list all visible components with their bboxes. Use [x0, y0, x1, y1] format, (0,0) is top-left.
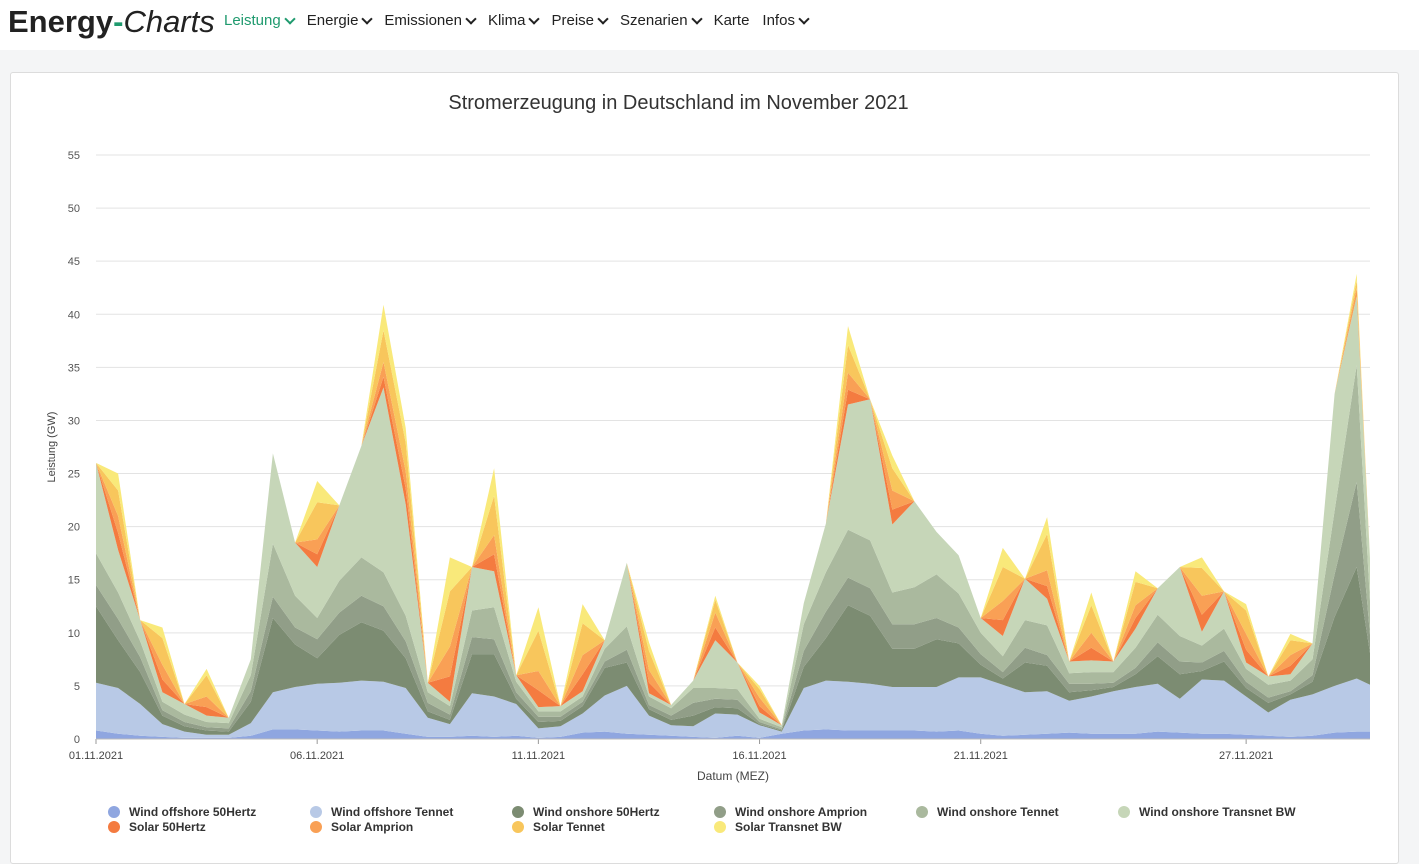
legend-label: Solar Transnet BW [735, 820, 842, 834]
area-wind-onshore-50hertz[interactable] [96, 567, 1370, 735]
legend-dot-icon [916, 806, 928, 818]
legend-dot-icon [714, 821, 726, 833]
legend-label: Solar Amprion [331, 820, 414, 834]
legend-dot-icon [310, 806, 322, 818]
legend-label: Wind offshore Tennet [331, 805, 454, 819]
x-axis-label: Datum (MEZ) [697, 769, 769, 783]
area-wind-offshore-50hertz[interactable] [96, 729, 1370, 739]
x-tick-label: 06.11.2021 [290, 750, 344, 762]
nav-leistung[interactable]: Leistung [224, 12, 296, 29]
y-tick-label: 10 [68, 628, 80, 640]
legend-dot-icon [512, 821, 524, 833]
y-tick-label: 25 [68, 469, 80, 481]
x-tick-label: 21.11.2021 [954, 750, 1008, 762]
logo-charts: Charts [123, 4, 215, 39]
nav-karte-label: Karte [713, 12, 750, 29]
x-axis-ticks: 01.11.2021 06.11.2021 11.11.2021 16.11.2021… [69, 738, 1370, 762]
y-tick-label: 45 [68, 256, 80, 268]
legend-dot-icon [1118, 806, 1130, 818]
legend-item[interactable]: Wind onshore Tennet [916, 805, 1059, 819]
nav-szenarien-label: Szenarien [620, 12, 688, 29]
legend-dot-icon [714, 806, 726, 818]
legend-label: Solar Tennet [533, 820, 605, 834]
y-tick-label: 35 [68, 362, 80, 374]
y-tick-label: 55 [68, 150, 80, 162]
nav-preise[interactable]: Preise [551, 12, 609, 29]
nav-emissionen[interactable]: Emissionen [384, 12, 477, 29]
y-tick-label: 30 [68, 415, 80, 427]
logo-dash: - [113, 4, 124, 39]
logo-energy: Energy [8, 4, 114, 39]
legend-item[interactable]: Wind onshore 50Hertz [512, 805, 660, 819]
x-tick-label: 01.11.2021 [69, 750, 123, 762]
area-wind-onshore-transnet-bw[interactable] [96, 296, 1370, 728]
legend-label: Wind onshore Transnet BW [1139, 805, 1296, 819]
legend-item[interactable]: Wind onshore Amprion [714, 805, 867, 819]
y-axis-ticks: 0 5 10 15 20 25 30 35 40 45 50 55 [68, 150, 80, 746]
top-navbar: Energy-Charts Leistung Energie Emissione… [0, 0, 1419, 50]
legend-item[interactable]: Wind offshore Tennet [310, 805, 453, 819]
legend-item[interactable]: Wind onshore Transnet BW [1118, 805, 1296, 819]
legend-item[interactable]: Solar Transnet BW [714, 820, 842, 834]
nav-emissionen-label: Emissionen [384, 12, 462, 29]
site-logo[interactable]: Energy-Charts [8, 3, 215, 41]
nav-klima-label: Klima [487, 12, 526, 29]
legend-label: Wind onshore Amprion [735, 805, 868, 819]
legend-label: Wind onshore Tennet [937, 805, 1059, 819]
legend-dot-icon [108, 821, 120, 833]
legend-label: Wind offshore 50Hertz [129, 805, 257, 819]
nav-infos-label: Infos [762, 12, 795, 29]
legend-label: Wind onshore 50Hertz [533, 805, 660, 819]
legend-label: Solar 50Hertz [129, 820, 206, 834]
y-tick-label: 40 [68, 309, 80, 321]
y-tick-label: 50 [68, 203, 80, 215]
area-wind-onshore-amprion[interactable] [96, 482, 1370, 732]
y-tick-label: 15 [68, 575, 80, 587]
legend-item[interactable]: Solar Amprion [310, 820, 413, 834]
nav-karte[interactable]: Karte [714, 12, 750, 29]
legend-item[interactable]: Solar Tennet [512, 820, 605, 834]
legend-dot-icon [108, 806, 120, 818]
legend-dot-icon [512, 806, 524, 818]
x-tick-label: 27.11.2021 [1219, 750, 1273, 762]
nav-leistung-label: Leistung [224, 12, 281, 29]
nav-infos[interactable]: Infos [762, 12, 810, 29]
y-tick-label: 0 [74, 734, 80, 746]
y-tick-label: 20 [68, 522, 80, 534]
nav-preise-label: Preise [551, 12, 595, 29]
nav-szenarien[interactable]: Szenarien [620, 12, 703, 29]
chart-title: Stromerzeugung in Deutschland im Novembe… [448, 92, 909, 114]
area-wind-onshore-tennet[interactable] [96, 365, 1370, 730]
area-wind-offshore-tennet[interactable] [96, 677, 1370, 738]
legend-item[interactable]: Wind offshore 50Hertz [108, 805, 256, 819]
main-nav: Leistung Energie Emissionen Klima Preise… [224, 12, 821, 29]
y-axis-label: Leistung (GW) [46, 412, 58, 483]
nav-energie[interactable]: Energie [306, 12, 374, 29]
legend-item[interactable]: Solar 50Hertz [108, 820, 206, 834]
x-tick-label: 16.11.2021 [732, 750, 786, 762]
x-tick-label: 11.11.2021 [512, 750, 565, 762]
legend-dot-icon [310, 821, 322, 833]
y-tick-label: 5 [74, 681, 80, 693]
nav-klima[interactable]: Klima [487, 12, 541, 29]
nav-energie-label: Energie [306, 12, 359, 29]
chart-areas[interactable] [96, 273, 1370, 739]
